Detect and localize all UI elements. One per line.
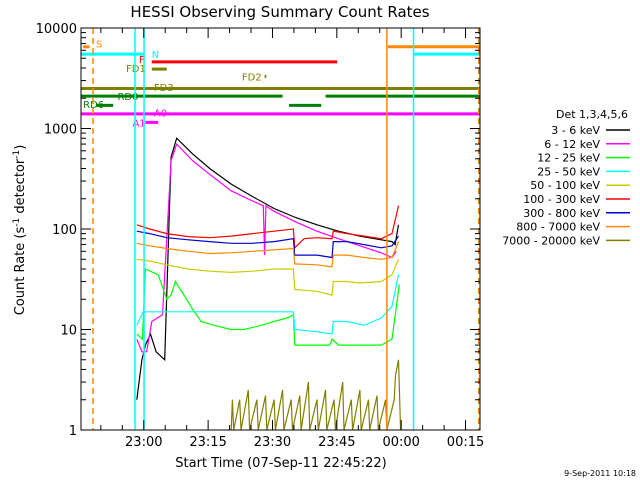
- legend-label-100-300-kev: 100 - 300 keV: [523, 193, 600, 206]
- flag-label-a0: A0: [154, 108, 167, 119]
- y-axis-label-sup1: -1: [12, 218, 22, 227]
- series-line-50-100-kev: [136, 258, 400, 296]
- series-layer: [136, 137, 402, 431]
- legend-label-7000-20000-kev: 7000 - 20000 keV: [502, 234, 600, 247]
- flag-label-fd1: FD1: [126, 64, 146, 75]
- y-tick-label-2: 100: [52, 223, 77, 238]
- y-tick-label-4: 10000: [36, 22, 77, 37]
- y-tick-label-0: 1: [69, 424, 77, 439]
- legend-label-25-50-kev: 25 - 50 keV: [537, 165, 600, 178]
- flag-label-n: N: [152, 50, 159, 61]
- series-line-7000-20000-kev: [230, 359, 402, 431]
- series-line-300-800-kev: [136, 230, 399, 259]
- vertical-layer: [92, 28, 480, 430]
- y-axis-label-sup2: -1: [12, 150, 22, 159]
- axis-layer: 1 10 100 1000 10000 23:00 23:15 23:30 23:45 00:00…: [36, 22, 485, 450]
- y-axis-label-main: Count Rate (s: [13, 227, 28, 316]
- legend-label-6-12-kev: 6 - 12 keV: [544, 138, 600, 151]
- x-tick-label-3: 23:45: [318, 435, 355, 450]
- flag-label-rd6: RD6: [83, 100, 104, 111]
- x-tick-label-5: 00:15: [447, 435, 484, 450]
- series-line-3-6-kev: [136, 137, 400, 400]
- y-tick-label-3: 1000: [44, 123, 77, 138]
- flag-label-fd2: FD2: [242, 72, 262, 83]
- legend-label-300-800-kev: 300 - 800 keV: [523, 207, 600, 220]
- series-line-25-50-kev: [136, 274, 400, 335]
- y-axis-label-mid: detector: [13, 158, 28, 218]
- flag-label-s: S: [96, 40, 102, 51]
- legend-label-12-25-kev: 12 - 25 keV: [537, 152, 600, 165]
- legend-label-50-100-kev: 50 - 100 keV: [530, 179, 600, 192]
- series-line-12-25-kev: [136, 268, 400, 346]
- series-line-100-300-kev: [136, 205, 400, 250]
- legend-title: Det 1,3,4,5,6: [556, 108, 628, 121]
- flag-label-rd0: RD0: [117, 92, 138, 103]
- series-line-800-7000-kev: [136, 241, 400, 268]
- x-tick-label-4: 00:00: [382, 435, 419, 450]
- x-tick-label-1: 23:15: [189, 435, 226, 450]
- flag-label-fd3: FD3: [154, 83, 174, 94]
- flag-label-a1: A1: [132, 118, 145, 129]
- chart-title: HESSI Observing Summary Count Rates: [130, 3, 429, 21]
- y-axis-label-end: ): [13, 145, 28, 150]
- y-axis-label: Count Rate (s-1 detector-1): [12, 145, 28, 316]
- x-axis-label: Start Time (07-Sep-11 22:45:22): [175, 456, 386, 471]
- legend-label-3-6-kev: 3 - 6 keV: [551, 124, 600, 137]
- flag-label-f: F: [139, 55, 145, 66]
- timestamp: 9-Sep-2011 10:18: [564, 469, 636, 478]
- legend-label-800-7000-kev: 800 - 7000 keV: [516, 221, 600, 234]
- series-line-6-12-kev: [136, 142, 397, 353]
- x-tick-label-2: 23:30: [254, 435, 291, 450]
- y-tick-label-1: 10: [60, 324, 77, 339]
- x-tick-label-0: 23:00: [125, 435, 162, 450]
